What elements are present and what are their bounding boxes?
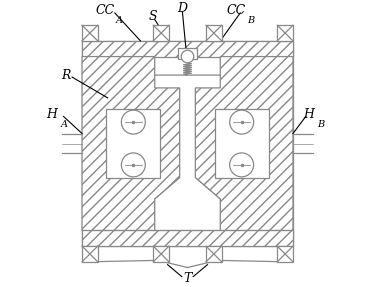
Bar [82, 41, 293, 246]
Circle shape [181, 50, 194, 63]
Text: S: S [149, 10, 158, 23]
Bar [153, 25, 169, 41]
Text: CC: CC [95, 5, 114, 18]
Circle shape [122, 110, 146, 134]
Bar [206, 25, 222, 41]
Text: B: B [317, 120, 324, 129]
Polygon shape [82, 57, 180, 230]
Text: R: R [62, 69, 71, 82]
Bar [277, 246, 293, 262]
Bar [206, 246, 222, 262]
Polygon shape [195, 57, 293, 230]
Text: D: D [177, 2, 187, 15]
Polygon shape [82, 230, 293, 246]
Circle shape [122, 153, 146, 177]
Text: CC: CC [226, 5, 246, 18]
Text: H: H [303, 108, 314, 121]
Bar [82, 25, 98, 41]
Text: H: H [46, 108, 57, 121]
Bar [106, 109, 160, 178]
Text: A: A [61, 120, 68, 129]
Text: T: T [183, 272, 192, 285]
Bar [177, 48, 198, 59]
Polygon shape [82, 41, 293, 57]
Text: A: A [116, 16, 123, 25]
Bar [277, 25, 293, 41]
Circle shape [230, 110, 254, 134]
Bar [153, 246, 169, 262]
Polygon shape [155, 75, 220, 230]
Bar [214, 109, 269, 178]
Text: B: B [247, 16, 254, 25]
Bar [82, 246, 98, 262]
Circle shape [230, 153, 254, 177]
